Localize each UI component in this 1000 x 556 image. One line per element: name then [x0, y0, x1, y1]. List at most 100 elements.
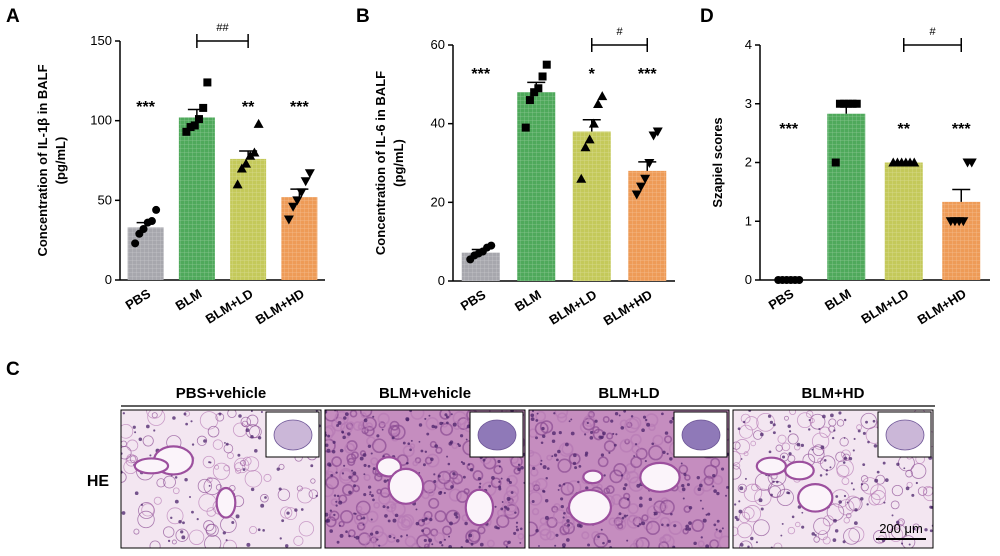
data-point: [853, 100, 861, 108]
nucleus: [561, 505, 564, 508]
nucleus: [843, 540, 846, 543]
nucleus: [557, 450, 561, 454]
nucleus: [175, 476, 178, 479]
nucleus: [721, 467, 724, 470]
nucleus: [770, 494, 773, 497]
significance-label: ***: [952, 121, 971, 138]
nucleus: [389, 535, 392, 538]
nucleus: [541, 460, 543, 462]
y-tick-label: 1: [745, 213, 752, 228]
nucleus: [209, 485, 211, 487]
nucleus: [760, 433, 764, 437]
nucleus: [717, 520, 720, 523]
category-label: PBS: [458, 287, 489, 314]
nucleus: [444, 492, 446, 494]
nucleus: [543, 465, 547, 469]
nucleus: [545, 499, 548, 502]
nucleus: [324, 410, 327, 413]
nucleus: [250, 435, 254, 439]
nucleus: [440, 491, 443, 494]
nucleus: [666, 524, 669, 527]
nucleus: [453, 423, 457, 427]
nucleus: [419, 423, 422, 426]
nucleus: [203, 439, 207, 443]
nucleus: [498, 481, 500, 483]
nucleus: [688, 521, 692, 525]
nucleus: [861, 483, 863, 485]
nucleus: [243, 468, 246, 471]
nucleus: [847, 502, 849, 504]
nucleus: [392, 436, 395, 439]
nucleus: [376, 434, 379, 437]
data-point: [795, 276, 803, 284]
nucleus: [612, 433, 614, 435]
nucleus: [553, 412, 555, 414]
bar-texture: [573, 132, 611, 281]
nucleus: [929, 506, 932, 509]
nucleus: [535, 419, 538, 422]
lobe-section: [682, 420, 720, 450]
chart-il6: 0204060Concentration of IL-6 in BALF(pg/…: [373, 26, 675, 328]
nucleus: [341, 430, 344, 433]
nucleus: [421, 529, 424, 532]
nucleus: [406, 462, 408, 464]
nucleus: [371, 452, 373, 454]
y-axis-title: (pg/mL): [391, 139, 406, 187]
nucleus: [354, 536, 356, 538]
data-point: [296, 188, 306, 197]
significance-label: **: [242, 99, 255, 116]
y-tick-label: 0: [438, 273, 445, 288]
nucleus: [776, 481, 779, 484]
nucleus: [635, 443, 637, 445]
nucleus: [327, 435, 330, 438]
nucleus: [236, 514, 240, 518]
bar-texture: [281, 197, 317, 280]
nucleus: [683, 498, 685, 500]
y-tick-label: 20: [431, 194, 445, 209]
nucleus: [579, 524, 582, 527]
nucleus: [636, 484, 640, 488]
nucleus: [620, 426, 624, 430]
nucleus: [874, 479, 878, 483]
nucleus: [736, 518, 739, 521]
nucleus: [421, 450, 424, 453]
nucleus: [153, 429, 155, 431]
nucleus: [801, 444, 804, 447]
nucleus: [337, 495, 339, 497]
nucleus: [639, 497, 642, 500]
nucleus: [838, 411, 841, 414]
bar-texture: [628, 171, 666, 281]
data-point: [203, 78, 211, 86]
nucleus: [508, 541, 511, 544]
nucleus: [237, 454, 240, 457]
significance-label: ***: [779, 121, 798, 138]
nucleus: [863, 432, 866, 435]
y-tick-label: 0: [745, 272, 752, 287]
nucleus: [874, 444, 878, 448]
nucleus: [506, 507, 509, 510]
panel-letter-b: B: [356, 6, 370, 27]
bracket-label: #: [929, 26, 936, 38]
nucleus: [362, 516, 365, 519]
nucleus: [712, 485, 714, 487]
nucleus: [681, 463, 683, 465]
nucleus: [903, 467, 905, 469]
nucleus: [338, 501, 342, 505]
airway: [466, 490, 493, 525]
nucleus: [563, 512, 566, 515]
nucleus: [407, 442, 410, 445]
nucleus: [651, 442, 654, 445]
nucleus: [470, 468, 474, 472]
nucleus: [682, 487, 686, 491]
nucleus: [743, 421, 745, 423]
nucleus: [697, 487, 701, 491]
nucleus: [610, 420, 613, 423]
nucleus: [669, 420, 673, 424]
nucleus: [614, 444, 617, 447]
nucleus: [383, 505, 386, 508]
nucleus: [382, 429, 384, 431]
nucleus: [439, 541, 442, 544]
nucleus: [563, 516, 565, 518]
nucleus: [745, 478, 747, 480]
